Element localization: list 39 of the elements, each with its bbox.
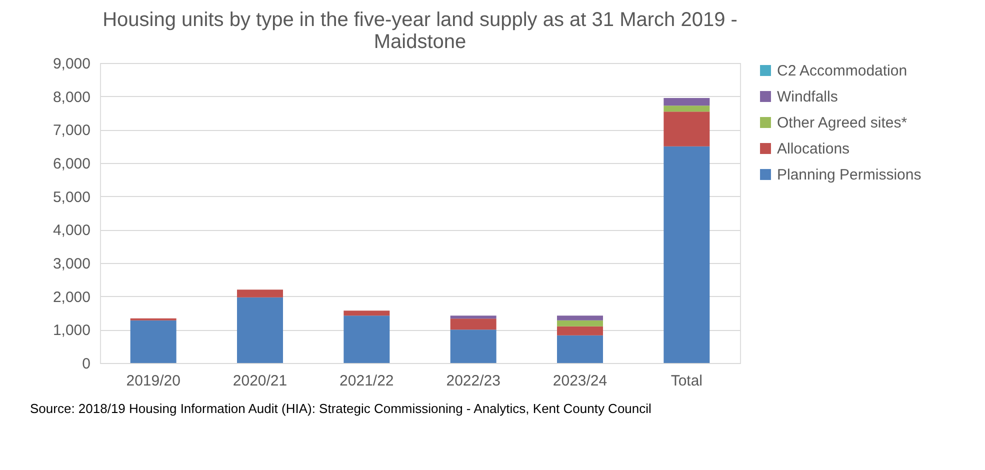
y-tick-label: 0 [82, 356, 90, 372]
y-tick-label: 3,000 [52, 256, 90, 272]
legend-label: C2 Accommodation [777, 62, 908, 80]
bar [557, 320, 603, 326]
y-tick-label: 2,000 [52, 288, 90, 306]
bar [450, 330, 496, 363]
x-tick-label: 2021/22 [340, 372, 394, 390]
x-tick-label: Total [670, 372, 703, 390]
x-tick-label: 2020/21 [232, 372, 288, 390]
source-note: Source: 2018/19 Housing Information Audit (HIA): Strategic Commissioning - Analytics, Kent County Council [30, 401, 652, 416]
bar [664, 146, 710, 363]
legend-label: Other Agreed sites* [777, 114, 908, 132]
legend-label: Windfalls [777, 88, 838, 106]
chart-title: Housing units by type in the five-year land supply as at 31 March 2019 - Maidstone [102, 9, 738, 53]
y-tick-label: 9,000 [52, 56, 90, 72]
y-tick-label: 8,000 [52, 88, 90, 106]
bar [664, 112, 710, 146]
y-tick-label: 1,000 [52, 322, 90, 340]
legend-label: Planning Permissions [777, 166, 922, 184]
bar [664, 98, 710, 106]
bar [237, 297, 283, 363]
bar [557, 316, 603, 320]
bar [130, 320, 176, 363]
x-tick-label: 2019/20 [126, 372, 180, 390]
legend-label: Allocations [777, 140, 850, 158]
y-tick-label: 5,000 [52, 188, 90, 206]
y-tick-label: 4,000 [52, 222, 90, 240]
bar [557, 335, 603, 363]
bar [237, 290, 283, 298]
bar [664, 106, 710, 112]
y-tick-label: 6,000 [52, 156, 90, 172]
bar [450, 318, 496, 330]
bar [557, 326, 603, 336]
bar [344, 310, 390, 316]
bar [450, 316, 496, 319]
x-tick-label: 2022/23 [446, 372, 500, 390]
x-tick-label: 2023/24 [552, 372, 608, 390]
bar [344, 316, 390, 363]
y-tick-label: 7,000 [52, 122, 90, 140]
